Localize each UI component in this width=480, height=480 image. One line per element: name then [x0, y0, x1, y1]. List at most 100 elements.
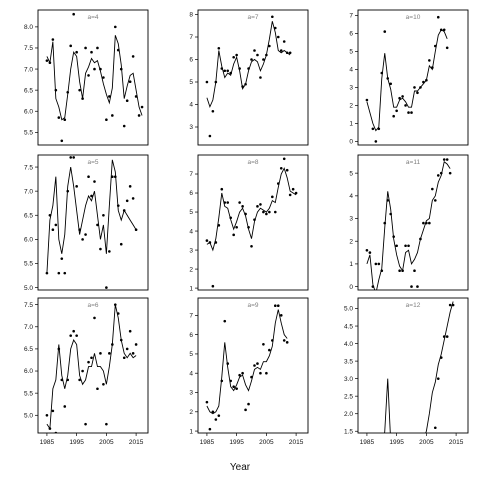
data-point	[265, 212, 268, 216]
data-point	[404, 104, 407, 107]
data-point	[54, 223, 58, 227]
data-point	[253, 218, 256, 221]
data-point	[111, 175, 114, 178]
data-point	[105, 118, 108, 121]
y-tick-label: 7.0	[24, 324, 33, 331]
trend-line	[366, 161, 451, 290]
data-point	[131, 55, 135, 58]
data-point	[45, 59, 49, 62]
data-point	[271, 195, 274, 199]
data-point	[108, 250, 111, 253]
data-point	[63, 118, 67, 121]
data-point	[389, 212, 393, 216]
data-point	[78, 228, 81, 232]
panel-8: a=9 1 2 3 4 5 6 7 1985 1995 2005 2015	[189, 297, 309, 446]
x-axis-label: Year	[230, 462, 251, 473]
data-point	[445, 46, 449, 50]
data-point	[442, 335, 446, 338]
data-point	[108, 352, 111, 355]
y-tick-label: 5.0	[24, 285, 33, 292]
data-point	[223, 319, 227, 323]
panel-frame	[37, 154, 149, 291]
data-point	[365, 248, 369, 252]
data-point	[84, 422, 87, 426]
data-point	[60, 378, 64, 382]
x-tick-label: 1985	[200, 439, 215, 446]
data-point	[205, 400, 209, 404]
data-point	[404, 244, 407, 248]
data-point	[253, 49, 256, 52]
data-point	[87, 175, 90, 178]
y-tick-label: 6.5	[24, 346, 33, 353]
y-tick-label: 7.5	[24, 45, 33, 52]
y-tick-label: 2	[349, 238, 353, 245]
data-point	[48, 213, 52, 217]
x-tick-label: 2015	[289, 439, 304, 446]
data-point	[371, 285, 375, 288]
data-point	[229, 216, 233, 220]
panel-5: a=8 1 2 3 4 5 6 7	[189, 154, 309, 292]
data-point	[419, 86, 422, 89]
y-tick-label: 4	[189, 370, 193, 377]
data-point	[279, 314, 283, 317]
data-point	[96, 223, 99, 227]
data-point	[211, 109, 215, 113]
data-point	[232, 233, 235, 237]
data-point	[208, 427, 212, 431]
data-point	[271, 339, 274, 342]
data-point	[380, 71, 384, 75]
data-point	[72, 12, 75, 16]
y-tick-label: 2.5	[344, 393, 353, 400]
data-point	[223, 201, 227, 204]
data-point	[48, 427, 52, 430]
trend-line	[46, 35, 143, 121]
data-point	[128, 185, 132, 188]
data-point	[99, 67, 102, 71]
y-tick-label: 1	[349, 121, 353, 128]
data-point	[425, 221, 428, 225]
data-point	[374, 262, 378, 266]
data-point	[374, 140, 378, 143]
y-tick-label: 4.5	[344, 323, 353, 330]
data-point	[250, 244, 253, 248]
data-point	[276, 35, 280, 39]
data-point	[398, 269, 401, 273]
data-point	[419, 237, 422, 241]
data-point	[253, 364, 256, 367]
data-point	[226, 201, 230, 204]
data-point	[422, 221, 425, 225]
data-point	[105, 422, 108, 426]
data-point	[128, 80, 132, 84]
data-point	[380, 269, 384, 273]
data-point	[217, 414, 221, 417]
data-point	[51, 228, 55, 232]
data-point	[238, 373, 241, 377]
data-point	[439, 171, 443, 175]
data-point	[386, 77, 390, 80]
data-point	[247, 225, 250, 229]
data-point	[271, 15, 274, 19]
data-point	[96, 387, 99, 391]
panel-title: a=4	[87, 14, 98, 21]
panel-title: a=10	[406, 14, 421, 21]
y-tick-label: 0	[349, 284, 353, 291]
y-tick-label: 5	[189, 209, 193, 216]
y-tick-label: 2	[189, 409, 193, 416]
y-tick-label: 3	[349, 216, 353, 223]
data-point	[111, 343, 114, 346]
data-point	[433, 199, 437, 202]
y-tick-label: 5.0	[344, 306, 353, 313]
data-point	[214, 241, 218, 244]
data-point	[90, 50, 93, 54]
data-point	[262, 210, 265, 214]
trend-line	[206, 167, 297, 252]
data-point	[250, 58, 253, 61]
y-tick-label: 2	[349, 103, 353, 110]
data-point	[134, 228, 138, 232]
data-point	[229, 379, 233, 383]
data-point	[87, 360, 90, 364]
y-tick-label: 6	[189, 190, 193, 197]
data-point	[214, 418, 218, 421]
data-point	[81, 369, 84, 373]
